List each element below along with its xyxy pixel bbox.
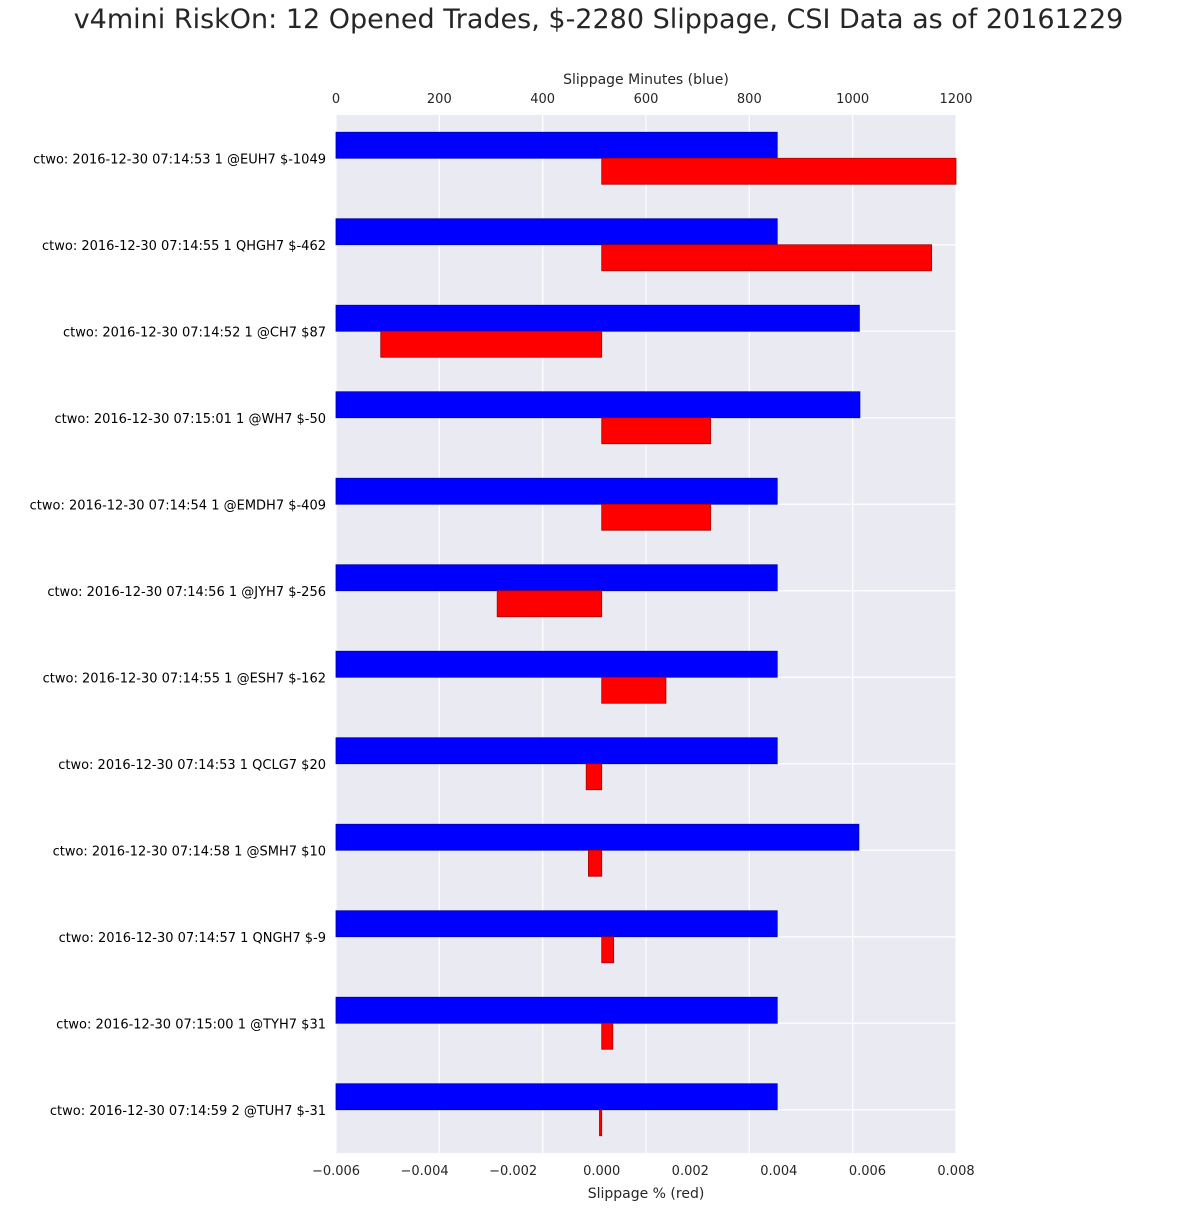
category-label: ctwo: 2016-12-30 07:15:00 1 @TYH7 $31 xyxy=(56,1017,326,1032)
blue-bar xyxy=(335,910,778,938)
bottom-tick-label: −0.006 xyxy=(312,1164,360,1179)
red-bar xyxy=(601,244,933,272)
bottom-tick-label: 0.000 xyxy=(583,1164,620,1179)
bottom-tick-label: 0.006 xyxy=(849,1164,886,1179)
bottom-axis-ticks: −0.006 −0.004 −0.002 0.000 0.002 0.004 0.006 0.… xyxy=(312,1164,975,1179)
top-axis-ticks: 0 200 400 600 800 1000 1200 xyxy=(332,92,973,107)
chart-title: v4mini RiskOn: 12 Opened Trades, $-2280 … xyxy=(73,4,1124,35)
bottom-axis-label: Slippage % (red) xyxy=(588,1186,705,1202)
category-label: ctwo: 2016-12-30 07:14:58 1 @SMH7 $10 xyxy=(53,844,326,859)
category-labels: ctwo: 2016-12-30 07:14:53 1 @EUH7 $-1049… xyxy=(30,152,326,1119)
category-label: ctwo: 2016-12-30 07:14:57 1 QNGH7 $-9 xyxy=(59,931,326,946)
category-label: ctwo: 2016-12-30 07:14:55 1 QHGH7 $-462 xyxy=(42,239,326,254)
red-bar xyxy=(588,849,603,877)
top-tick-label: 800 xyxy=(737,92,762,107)
category-label: ctwo: 2016-12-30 07:14:53 1 @EUH7 $-1049 xyxy=(33,152,326,167)
red-bar xyxy=(496,590,603,618)
category-label: ctwo: 2016-12-30 07:14:59 2 @TUH7 $-31 xyxy=(50,1104,326,1119)
top-tick-label: 1200 xyxy=(939,92,972,107)
bottom-tick-label: 0.004 xyxy=(760,1164,797,1179)
red-bar xyxy=(599,1109,603,1137)
red-bar xyxy=(601,676,667,704)
blue-bar xyxy=(335,218,778,246)
top-tick-label: 400 xyxy=(530,92,555,107)
blue-bar xyxy=(335,477,778,505)
red-bar xyxy=(601,417,712,445)
bottom-tick-label: −0.002 xyxy=(489,1164,537,1179)
category-label: ctwo: 2016-12-30 07:15:01 1 @WH7 $-50 xyxy=(55,412,326,427)
blue-bar xyxy=(335,304,860,332)
bottom-tick-label: 0.008 xyxy=(937,1164,974,1179)
category-label: ctwo: 2016-12-30 07:14:52 1 @CH7 $87 xyxy=(63,325,326,340)
bars xyxy=(335,131,957,1137)
blue-bar xyxy=(335,1083,778,1111)
red-bar xyxy=(601,1022,614,1050)
blue-bar xyxy=(335,564,778,592)
blue-bar xyxy=(335,996,778,1024)
category-label: ctwo: 2016-12-30 07:14:55 1 @ESH7 $-162 xyxy=(43,671,326,686)
red-bar xyxy=(601,503,712,531)
category-label: ctwo: 2016-12-30 07:14:56 1 @JYH7 $-256 xyxy=(47,585,326,600)
blue-bar xyxy=(335,823,860,851)
top-tick-label: 0 xyxy=(332,92,340,107)
red-bar xyxy=(380,330,603,358)
category-label: ctwo: 2016-12-30 07:14:54 1 @EMDH7 $-409 xyxy=(30,498,326,513)
blue-bar xyxy=(335,737,778,765)
red-bar xyxy=(601,936,615,964)
blue-bar xyxy=(335,391,861,419)
top-tick-label: 600 xyxy=(634,92,659,107)
red-bar xyxy=(585,763,603,791)
bottom-tick-label: 0.002 xyxy=(672,1164,709,1179)
blue-bar xyxy=(335,131,778,159)
top-axis-label: Slippage Minutes (blue) xyxy=(563,72,729,88)
bottom-tick-label: −0.004 xyxy=(401,1164,449,1179)
blue-bar xyxy=(335,650,778,678)
red-bar xyxy=(601,157,957,185)
category-label: ctwo: 2016-12-30 07:14:53 1 QCLG7 $20 xyxy=(58,758,326,773)
top-tick-label: 1000 xyxy=(836,92,869,107)
top-tick-label: 200 xyxy=(427,92,452,107)
